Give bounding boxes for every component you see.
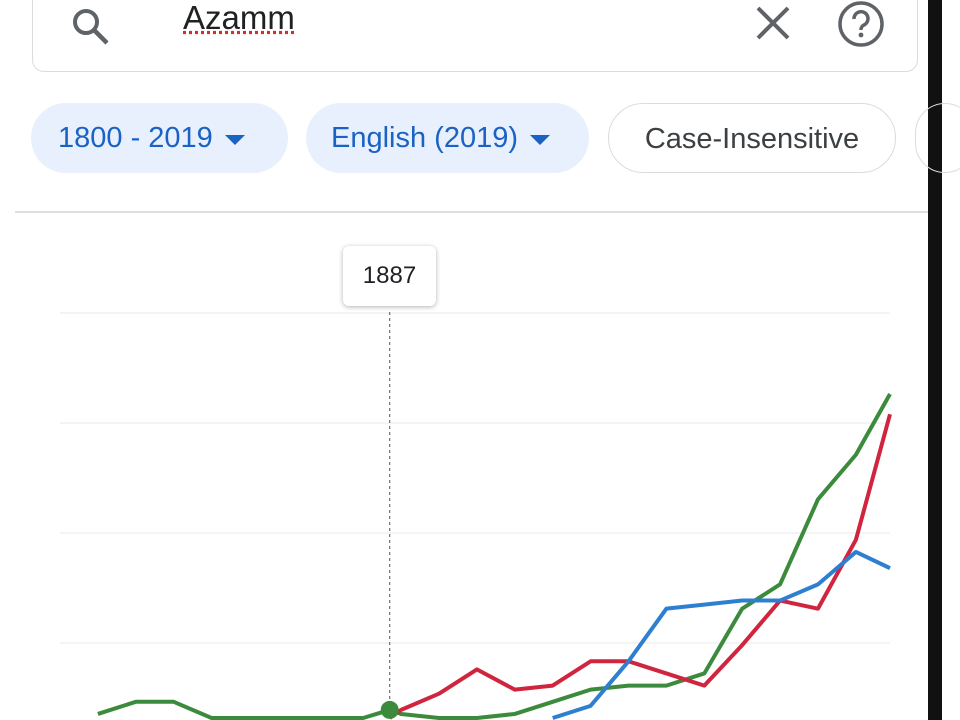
series-line <box>388 413 892 720</box>
corpus-chip[interactable]: English (2019) <box>306 103 589 173</box>
dropdown <box>530 135 550 145</box>
dropdown <box>224 135 245 145</box>
series-line <box>552 549 891 720</box>
series-line <box>97 393 892 720</box>
grid <box>60 312 890 644</box>
chip-label: English (2019) <box>331 122 518 154</box>
screen-edge <box>928 0 942 720</box>
year-chip[interactable]: 1800 - 2019 <box>31 103 288 173</box>
clear-icon[interactable] <box>753 3 793 43</box>
query[interactable]: Azamm <box>183 0 295 36</box>
tooltip: 1887 <box>343 246 436 306</box>
case-chip[interactable]: Case-Insensitive <box>608 103 896 173</box>
search-box[interactable]: Azamm <box>32 0 918 72</box>
search-icon[interactable] <box>69 5 113 49</box>
more-chip[interactable] <box>915 103 960 173</box>
help-icon[interactable] <box>836 0 886 49</box>
hover-dot <box>380 700 399 719</box>
chip-label: 1800 - 2019 <box>58 122 213 154</box>
